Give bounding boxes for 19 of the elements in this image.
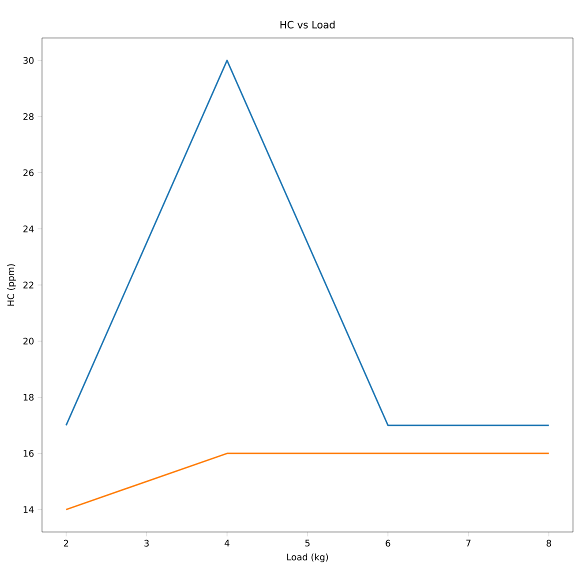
x-tick-label: 4 (224, 540, 230, 546)
x-tick-label: 6 (386, 540, 390, 547)
y-tick-label: 24 (23, 226, 34, 232)
x-tick-label: 7 (466, 540, 470, 546)
y-tick-label: 14 (24, 506, 34, 513)
x-axis-title: Load (kg) (287, 553, 328, 562)
x-tick-label: 3 (144, 540, 149, 547)
y-tick-label: 22 (23, 282, 34, 288)
y-tick-label: 16 (24, 450, 34, 457)
y-axis-title: HC (ppm) (7, 264, 16, 306)
x-tick-label: 8 (546, 540, 552, 547)
y-tick-label: 28 (23, 113, 34, 120)
y-tick-label: 30 (23, 57, 34, 64)
y-tick-label: 18 (24, 394, 34, 401)
x-tick-label: 5 (305, 540, 310, 546)
y-tick-label: 26 (23, 169, 34, 176)
x-tick-label: 2 (64, 540, 68, 546)
chart-title: HC vs Load (280, 20, 335, 28)
y-tick-label: 20 (23, 338, 34, 345)
